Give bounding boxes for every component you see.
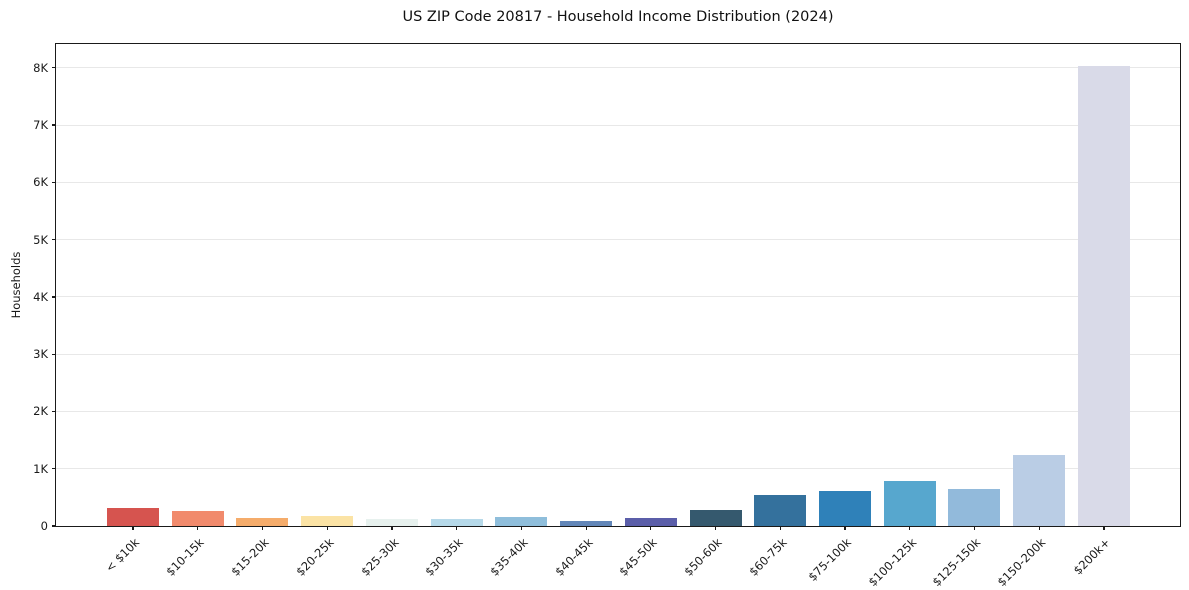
y-axis-tick [52,124,56,126]
plot-area: Households 0 1K 2K 3K 4K 5K 6K 7K 8K < $10k $10-15… [9,43,1181,589]
bar-45-50k [624,518,677,526]
y-axis-tick [52,410,56,413]
y-tick-label: 0 [40,519,48,533]
y-tick-label: 7K [33,118,48,133]
y-tick-label: 1K [33,461,48,476]
bar-30-35k [430,519,483,526]
y-tick-label: 8K [33,60,48,75]
x-axis-tick [779,526,781,530]
x-tick-label: $25-30k [357,535,402,579]
gridline [56,181,1180,183]
gridline [56,468,1180,470]
x-tick-label: < $10k [102,535,143,575]
gridline [56,67,1180,69]
chart-title: US ZIP Code 20817 - Household Income Dis… [402,9,834,25]
y-axis-tick [52,296,56,298]
x-tick-label: $35-40k [487,535,531,579]
x-tick-label: $10-15k [163,535,207,579]
gridline [56,239,1180,241]
x-tick-label: $30-35k [422,535,466,579]
x-axis-tick [197,526,199,530]
x-axis-tick [456,526,458,530]
y-axis-tick [52,525,56,527]
x-tick-label: $200k+ [1071,535,1114,578]
x-axis-tick [391,526,393,530]
y-tick-label: 2K [33,404,48,419]
x-axis-tick [844,526,846,530]
x-axis-tick [326,526,328,530]
y-axis-label: Households [9,251,23,319]
y-axis-tick [52,239,56,241]
bar-75-100k [819,490,872,526]
y-axis-tick [52,67,56,69]
x-tick-label: $60-75k [746,535,790,579]
x-axis-tick [714,526,717,530]
y-tick-label: 6K [33,175,48,190]
bar-150-200k [1013,454,1066,526]
gridline [56,124,1180,126]
bar-40-45k [560,520,613,526]
x-tick-label: $45-50k [616,535,661,579]
y-tick-label: 3K [33,347,48,362]
x-tick-label: $125-150k [929,535,984,590]
y-axis-tick [52,353,56,355]
y-axis-tick [52,468,56,470]
bar-10-15k [171,510,224,526]
x-axis-tick [909,526,911,530]
x-tick-label: $15-20k [228,535,272,579]
y-tick-label: 4K [33,289,48,304]
x-axis-tick [650,526,652,530]
x-axis-tick [585,526,587,530]
gridline [56,410,1180,412]
x-tick-label: $20-25k [292,535,337,579]
bar-20-25k [301,516,354,526]
gridline [56,296,1180,298]
y-tick-label: 5K [33,232,48,247]
bar-15-20k [236,517,289,526]
x-axis-tick [261,526,264,530]
x-axis-tick [520,526,522,530]
bar-25-30k [365,518,418,526]
bar-60-75k [754,494,807,526]
bar-125-150k [948,488,1001,526]
bar-10k [107,508,159,526]
x-tick-label: $75-100k [805,535,855,584]
x-axis-tick [973,526,976,530]
bar-200k [1077,66,1130,526]
x-tick-label: $50-60k [681,535,725,579]
x-axis-tick [1038,526,1040,530]
x-tick-label: $100-125k [865,535,919,590]
y-axis-tick [52,181,56,183]
x-axis-tick [1103,526,1105,530]
gridline [56,353,1180,355]
bar-50-60k [689,510,742,526]
x-axis-tick [132,526,134,530]
x-tick-label: $150-200k [994,535,1049,590]
bar-35-40k [495,516,548,526]
x-tick-label: $40-45k [551,535,596,579]
bar-100-125k [883,480,936,526]
